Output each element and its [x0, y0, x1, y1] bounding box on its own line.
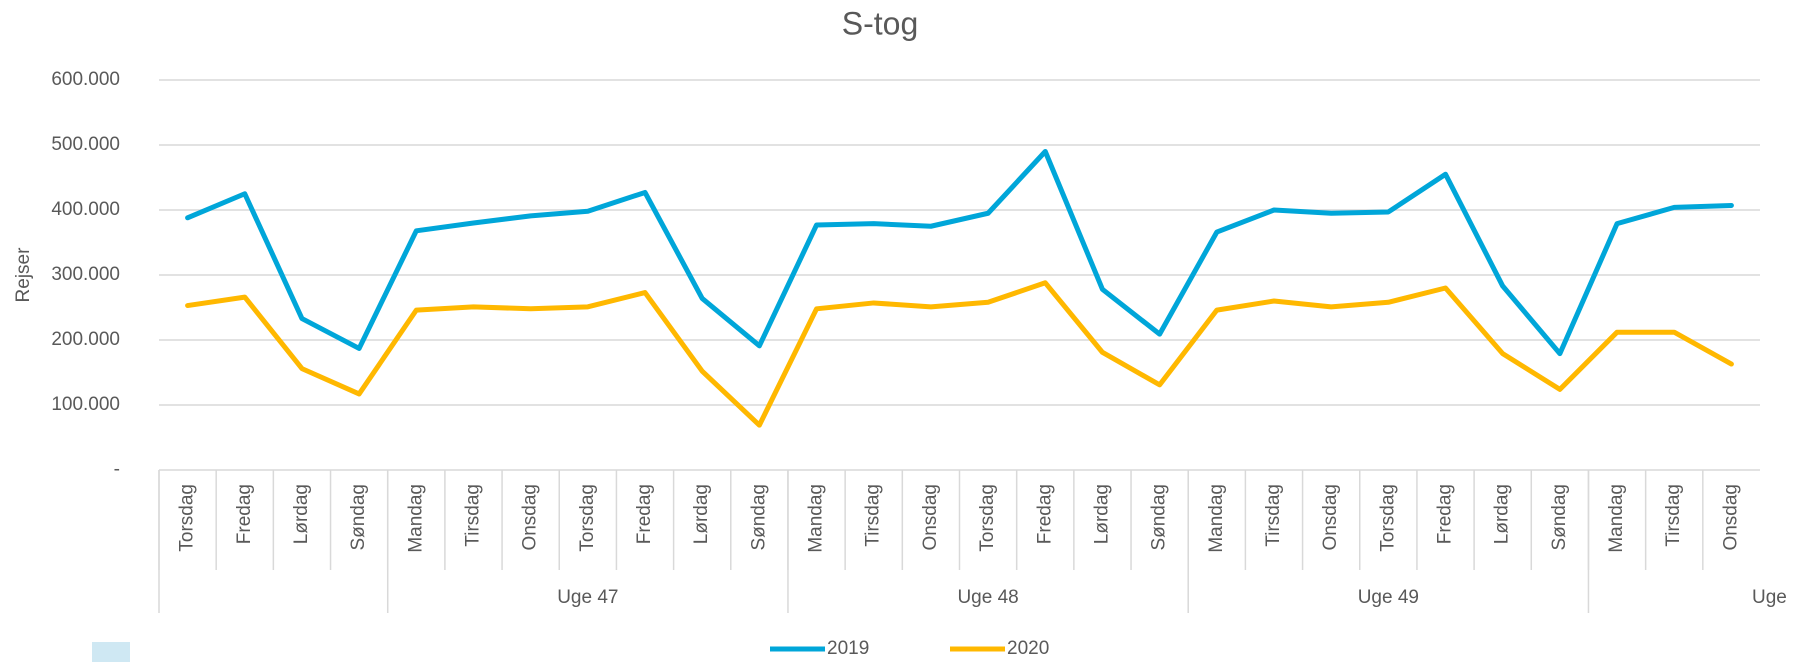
x-tick-label: Lørdag	[291, 484, 312, 544]
chart-title: S-tog	[842, 5, 918, 41]
x-tick-label: Onsdag	[1720, 484, 1741, 551]
x-tick-label: Mandag	[806, 484, 827, 553]
x-tick-label: Torsdag	[977, 484, 998, 552]
x-tick-label: Mandag	[1206, 484, 1227, 553]
x-tick-label: Tirsdag	[1263, 484, 1284, 547]
y-axis-label: Rejser	[13, 247, 34, 303]
group-label: Uge 49	[1358, 587, 1419, 608]
y-tick-label: 600.000	[51, 69, 120, 90]
x-tick-label: Lørdag	[1091, 484, 1112, 544]
x-tick-label: Mandag	[405, 484, 426, 553]
y-tick-label: -	[114, 459, 120, 480]
x-tick-label: Søndag	[1549, 484, 1570, 551]
x-tick-label: Tirsdag	[863, 484, 884, 547]
x-tick-label: Tirsdag	[462, 484, 483, 547]
x-tick-label: Torsdag	[177, 484, 198, 552]
x-tick-label: Fredag	[234, 484, 255, 544]
x-tick-label: Onsdag	[520, 484, 541, 551]
x-tick-label: Fredag	[634, 484, 655, 544]
series-line	[185, 280, 1734, 428]
x-tick-label: Torsdag	[1377, 484, 1398, 552]
x-tick-label: Tirsdag	[1663, 484, 1684, 547]
group-label: Uge 48	[957, 587, 1018, 608]
x-tick-label: Fredag	[1034, 484, 1055, 544]
logo	[92, 642, 130, 662]
x-tick-label: Mandag	[1606, 484, 1627, 553]
y-tick-label: 200.000	[51, 329, 120, 350]
x-tick-label: Onsdag	[1320, 484, 1341, 551]
series-line	[185, 149, 1734, 357]
y-tick-label: 100.000	[51, 394, 120, 415]
x-tick-label: Søndag	[748, 484, 769, 551]
x-tick-label: Lørdag	[1492, 484, 1513, 544]
legend-label: 2020	[1007, 638, 1049, 659]
y-tick-label: 400.000	[51, 199, 120, 220]
x-tick-label: Fredag	[1435, 484, 1456, 544]
x-tick-label: Søndag	[1149, 484, 1170, 551]
group-label: Uge	[1752, 587, 1787, 608]
x-tick-label: Onsdag	[920, 484, 941, 551]
x-tick-label: Torsdag	[577, 484, 598, 552]
y-tick-label: 500.000	[51, 134, 120, 155]
x-tick-label: Søndag	[348, 484, 369, 551]
group-label: Uge 47	[557, 587, 618, 608]
x-tick-label: Lørdag	[691, 484, 712, 544]
y-tick-label: 300.000	[51, 264, 120, 285]
legend-label: 2019	[827, 638, 869, 659]
